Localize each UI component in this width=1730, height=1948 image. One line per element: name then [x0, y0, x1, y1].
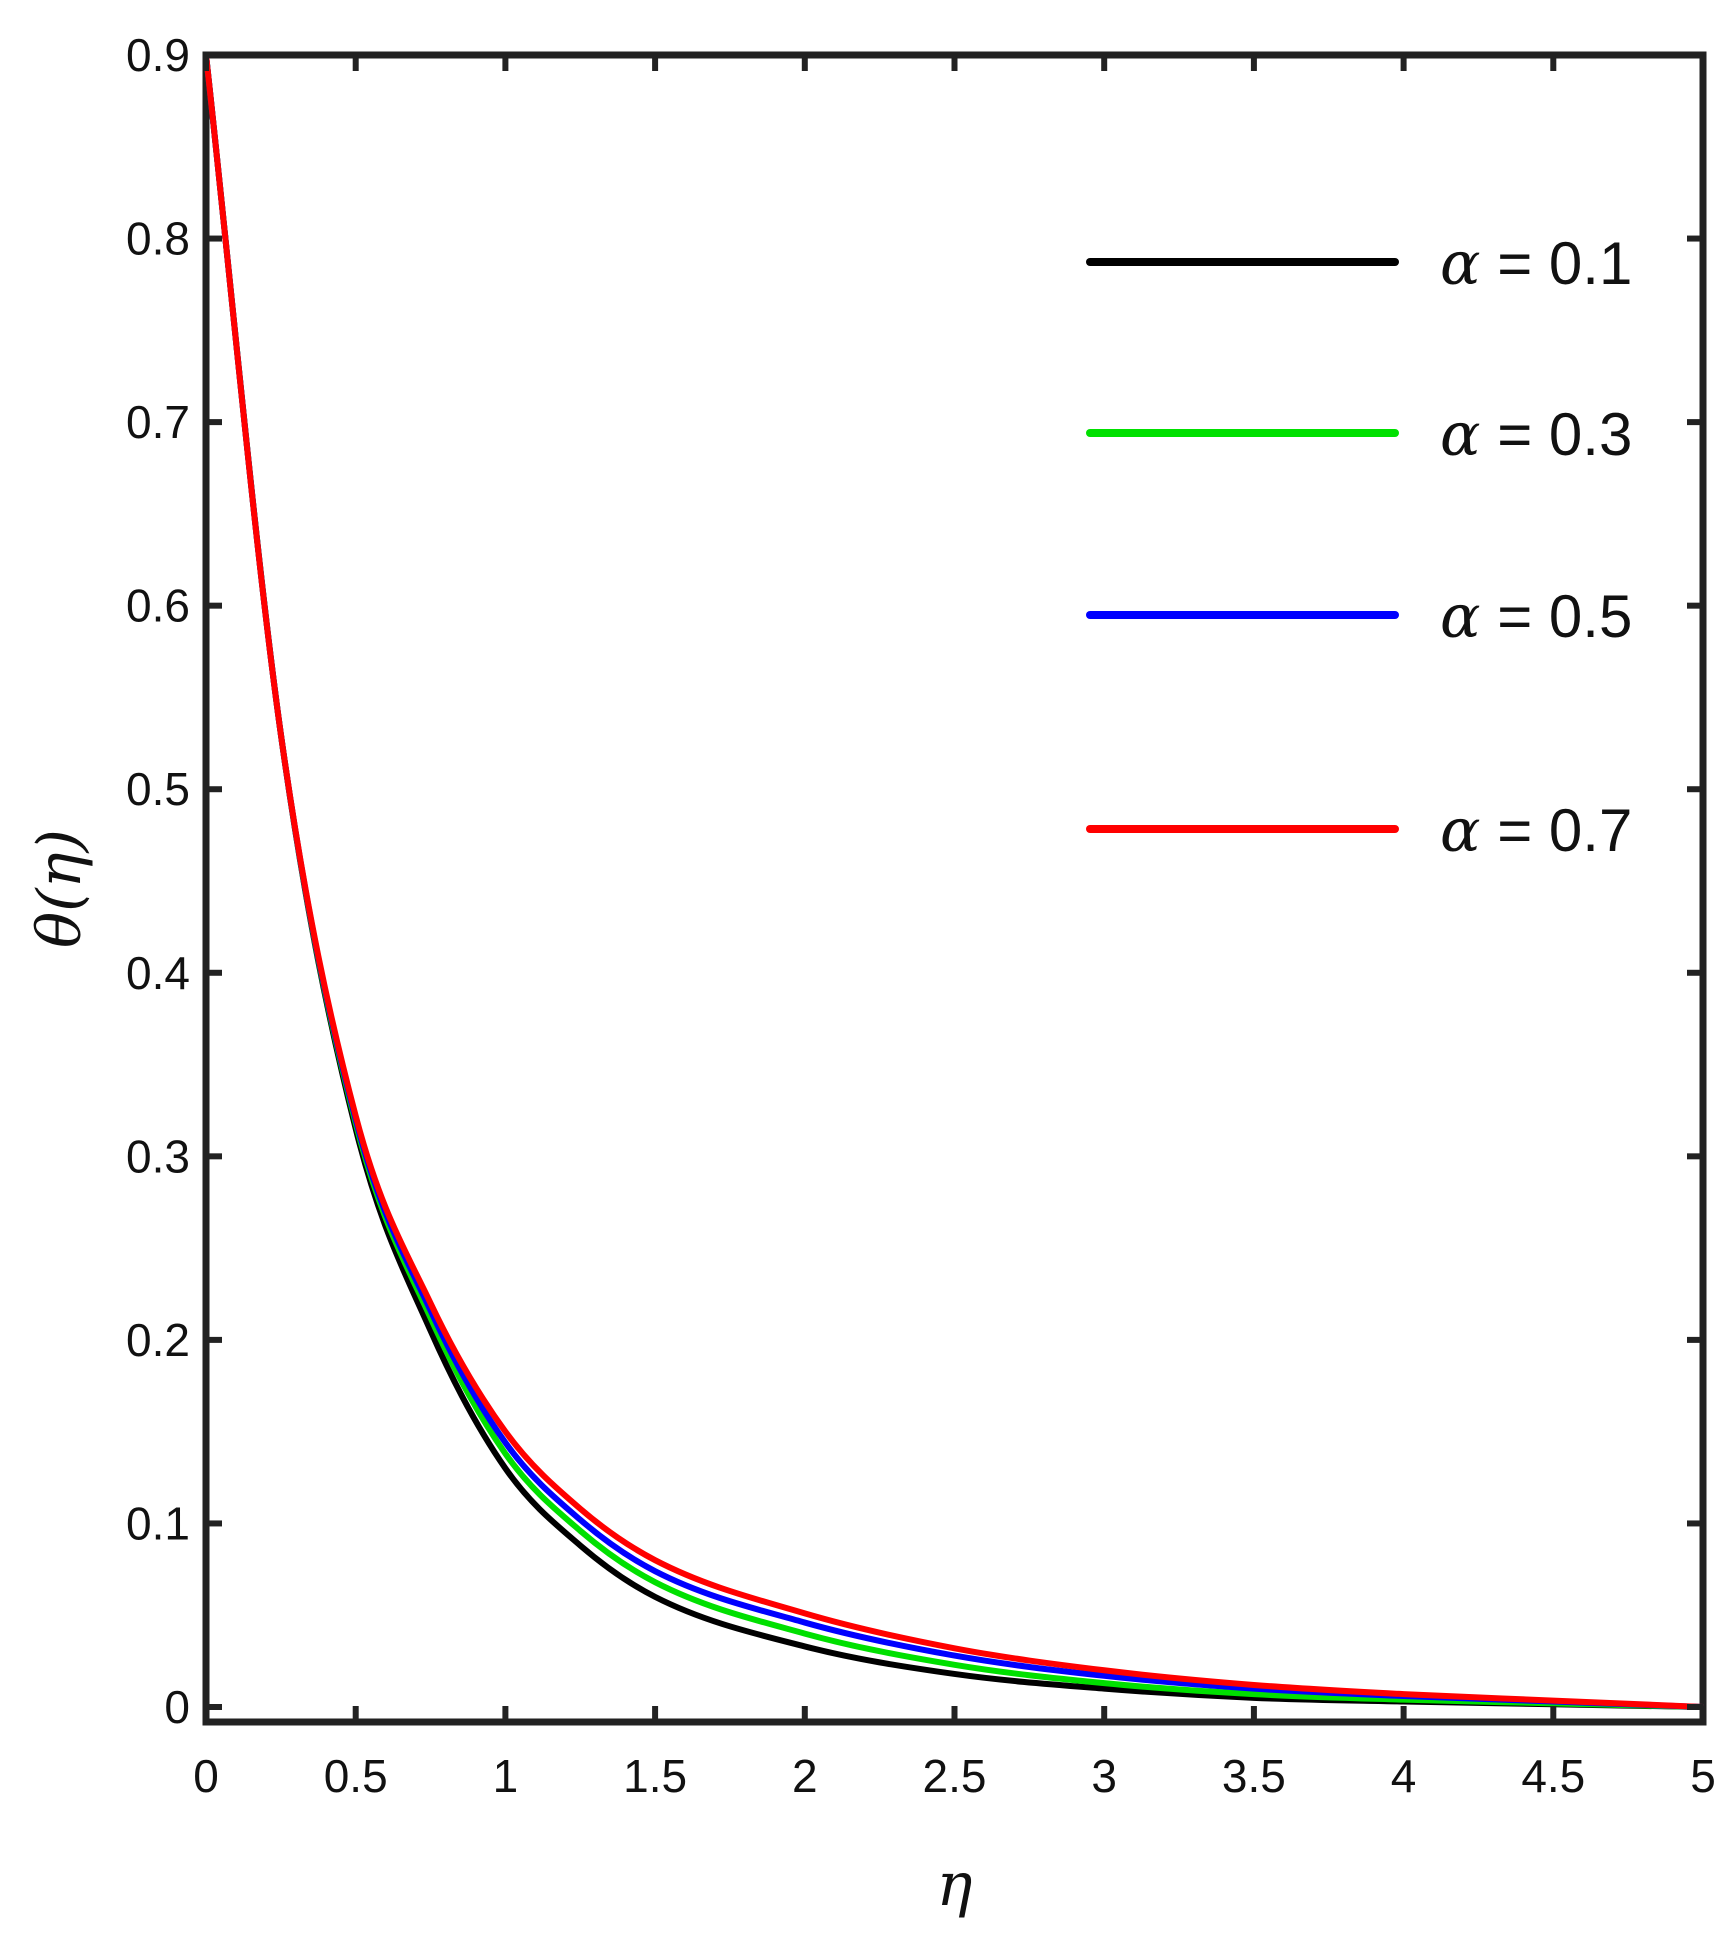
x-tick-label: 1.5: [623, 1750, 687, 1802]
legend-label-2: α = 0.3: [1440, 400, 1632, 470]
y-tick-label: 0.7: [126, 396, 190, 448]
legend-value: = 0.1: [1481, 230, 1633, 297]
y-tick-label: 0.2: [126, 1314, 190, 1366]
legend-value: = 0.7: [1481, 797, 1633, 864]
y-tick-label: 0.1: [126, 1497, 190, 1549]
x-tick-label: 0: [193, 1750, 219, 1802]
x-tick-label: 1: [493, 1750, 519, 1802]
plot-area: [202, 51, 1707, 1726]
x-tick-label: 3.5: [1222, 1750, 1286, 1802]
x-tick-label: 2: [792, 1750, 818, 1802]
x-tick-label: 5: [1690, 1750, 1716, 1802]
ticks-layer: 0 0.5 1 1.5 2 2.5 3 3.5 4 4.5 5 0 0.1 0.2 0.3 0.4 0.5 0.6…: [126, 29, 1716, 1802]
y-tick-label: 0.6: [126, 580, 190, 632]
legend-symbol: α: [1440, 796, 1481, 866]
series-layer: [203, 54, 1704, 1710]
y-tick-label: 0.4: [126, 947, 190, 999]
y-tick-label: 0.8: [126, 213, 190, 265]
x-tick-label: 4.5: [1521, 1750, 1585, 1802]
legend-symbol: α: [1440, 400, 1481, 470]
y-tick-label: 0.9: [126, 29, 190, 81]
legend: α = 0.1α = 0.3α = 0.5α = 0.7: [1086, 229, 1632, 866]
x-tick-label: 0.5: [324, 1750, 388, 1802]
series-line-4: [203, 54, 1704, 1710]
y-tick-label: 0.5: [126, 763, 190, 815]
x-axis-label: η: [937, 1850, 973, 1920]
legend-value: = 0.3: [1481, 401, 1633, 468]
y-axis-label: θ(η): [25, 829, 95, 948]
legend-value: = 0.5: [1481, 583, 1633, 650]
legend-label-1: α = 0.1: [1440, 229, 1632, 299]
legend-symbol: α: [1440, 582, 1481, 652]
legend-label-3: α = 0.5: [1440, 582, 1632, 652]
x-tick-label: 3: [1091, 1750, 1117, 1802]
x-tick-label: 4: [1391, 1750, 1417, 1802]
legend-label-4: α = 0.7: [1440, 796, 1632, 866]
plot-frame: [202, 51, 1707, 1726]
y-tick-label: 0.3: [126, 1130, 190, 1182]
y-tick-label: 0: [164, 1681, 190, 1733]
x-tick-label: 2.5: [923, 1750, 987, 1802]
legend-symbol: α: [1440, 229, 1481, 299]
